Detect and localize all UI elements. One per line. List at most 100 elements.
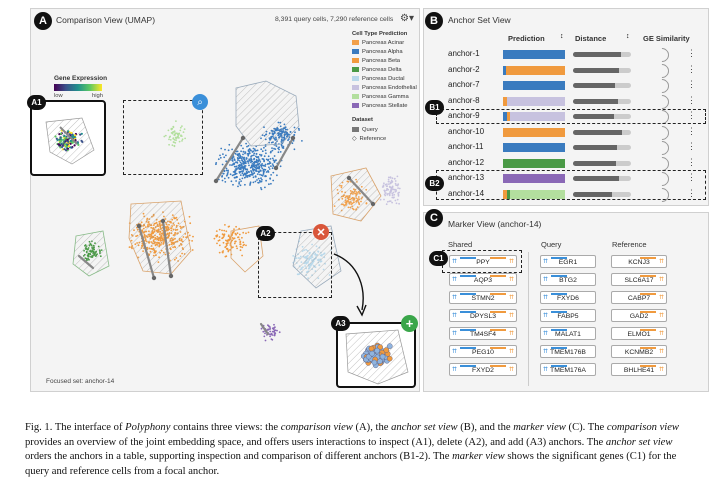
anchor-row-label[interactable]: anchor-2 [448, 64, 480, 74]
legend-item[interactable]: Pancreas Ductal [352, 76, 405, 82]
cell-point [238, 152, 241, 155]
prediction-bar [503, 65, 565, 75]
cell-point [65, 143, 68, 146]
legend-item[interactable]: Pancreas Acinar [352, 40, 404, 46]
marker-gene-shared[interactable]: ⇈ ⇈ FXYD2 [449, 363, 517, 376]
legend-item[interactable]: Pancreas Delta [352, 67, 402, 73]
cell-point [223, 235, 226, 237]
distance-bar [573, 145, 631, 150]
add-icon[interactable]: + [401, 315, 418, 332]
legend-label: Pancreas Gamma [362, 94, 409, 101]
marker-gene-query[interactable]: ⇈ BTG2 [540, 273, 596, 286]
cell-point [388, 192, 391, 195]
legend-item[interactable]: Pancreas Gamma [352, 94, 409, 100]
marker-gene-reference[interactable]: ⇈ SLC6A17 [611, 273, 667, 286]
marker-gene-shared[interactable]: ⇈ ⇈ DPYSL3 [449, 309, 517, 322]
marker-gene-shared[interactable]: ⇈ ⇈ AQP3 [449, 273, 517, 286]
cell-point [231, 148, 234, 151]
marker-gene-query[interactable]: ⇈ FXYD6 [540, 291, 596, 304]
marker-gene-reference[interactable]: ⇈ ELMO1 [611, 327, 667, 340]
marker-gene-shared[interactable]: ⇈ ⇈ TM4SF4 [449, 327, 517, 340]
cell-point [259, 169, 262, 172]
legend-item[interactable]: Pancreas Alpha [352, 49, 403, 55]
row-more-icon[interactable]: ⋮ [687, 94, 696, 105]
legend-item[interactable]: Pancreas Beta [352, 58, 400, 64]
cell-point [74, 134, 77, 137]
row-more-icon[interactable]: ⋮ [687, 187, 696, 198]
cell-point [245, 232, 247, 235]
marker-gene-query[interactable]: ⇈ TMEM176A [540, 363, 596, 376]
marker-gene-query[interactable]: ⇈ MALAT1 [540, 327, 596, 340]
marker-gene-reference[interactable]: ⇈ BHLHE41 [611, 363, 667, 376]
col-ge-similarity[interactable]: GE Similarity [643, 34, 690, 43]
cell-point [291, 142, 294, 145]
anchor-row-label[interactable]: anchor-11 [448, 142, 484, 151]
cell-point [275, 145, 278, 147]
anchor-row-label[interactable]: anchor-14 [448, 188, 485, 198]
cell-point [174, 132, 177, 135]
cell-point [275, 159, 277, 162]
a2-delete-box[interactable] [258, 232, 332, 298]
marker-gene-query[interactable]: ⇈ TMEM176B [540, 345, 596, 358]
anchor-row-label[interactable]: anchor-1 [448, 49, 480, 58]
col-distance[interactable]: Distance [575, 34, 607, 43]
dataset-query[interactable]: Query [352, 127, 378, 133]
dataset-reference[interactable]: ◇ Reference [352, 136, 387, 142]
anchor-row-label[interactable]: anchor-7 [448, 80, 480, 89]
cell-point [175, 137, 178, 140]
cell-point [236, 153, 239, 156]
row-more-icon[interactable]: ⋮ [687, 125, 696, 136]
col-prediction-sort-icon[interactable]: ↕ [560, 33, 564, 40]
query-bar [460, 329, 476, 331]
cell-point [280, 145, 283, 147]
distance-fill [573, 145, 618, 150]
row-more-icon[interactable]: ⋮ [687, 110, 696, 120]
cell-point [258, 162, 261, 165]
zoom-icon[interactable]: ⌕ [192, 94, 208, 110]
row-more-icon[interactable]: ⋮ [687, 156, 696, 167]
settings-gear-icon[interactable]: ⚙▾ [400, 13, 414, 24]
gene-name: EGR1 [558, 259, 578, 266]
legend-label: Pancreas Alpha [362, 49, 403, 56]
row-more-icon[interactable]: ⋮ [687, 79, 696, 89]
marker-gene-reference[interactable]: ⇈ KCNJ3 [611, 255, 667, 268]
marker-gene-query[interactable]: ⇈ EGR1 [540, 255, 596, 268]
marker-gene-shared[interactable]: ⇈ ⇈ STMN2 [449, 291, 517, 304]
marker-gene-query[interactable]: ⇈ FABP5 [540, 309, 596, 322]
marker-gene-shared[interactable]: ⇈ ⇈ PEG10 [449, 345, 517, 358]
cell-point [386, 200, 389, 203]
anchor-row-label[interactable]: anchor-10 [448, 126, 485, 136]
marker-gene-reference[interactable]: ⇈ KCNMB2 [611, 345, 667, 358]
cell-point [225, 230, 228, 233]
a1-inset-plot [45, 117, 95, 165]
a3-add-box[interactable] [336, 322, 416, 388]
col-prediction[interactable]: Prediction [508, 34, 545, 43]
cell-point [282, 146, 285, 149]
a1-inspect-box[interactable] [30, 100, 106, 176]
anchor-row-label[interactable]: anchor-13 [448, 173, 485, 182]
marker-gene-shared[interactable]: ⇈ ⇈ PPY [449, 255, 517, 268]
cell-point [272, 171, 275, 174]
marker-gene-reference[interactable]: ⇈ GAD2 [611, 309, 667, 322]
cell-point [379, 353, 386, 360]
legend-item[interactable]: Pancreas Endothelial [352, 85, 417, 91]
legend-item[interactable]: Pancreas Stellate [352, 103, 407, 109]
row-more-icon[interactable]: ⋮ [687, 172, 696, 182]
row-more-icon[interactable]: ⋮ [687, 48, 696, 58]
umap-scatter[interactable] [31, 26, 419, 391]
cell-point [62, 144, 65, 147]
anchor-row-label[interactable]: anchor-8 [448, 95, 480, 105]
cell-point [391, 177, 394, 180]
row-more-icon[interactable]: ⋮ [687, 63, 696, 74]
cell-point [243, 243, 246, 246]
row-more-icon[interactable]: ⋮ [687, 141, 696, 151]
delete-icon[interactable]: ✕ [313, 224, 329, 240]
anchor-row-label[interactable]: anchor-9 [448, 111, 480, 120]
col-distance-sort-icon[interactable]: ↕ [626, 33, 630, 40]
inspect-dashed-box[interactable] [123, 100, 203, 175]
cell-point [265, 171, 268, 173]
cell-point [272, 165, 275, 168]
prediction-bar [503, 174, 565, 183]
anchor-row-label[interactable]: anchor-12 [448, 157, 485, 167]
marker-gene-reference[interactable]: ⇈ CABP7 [611, 291, 667, 304]
